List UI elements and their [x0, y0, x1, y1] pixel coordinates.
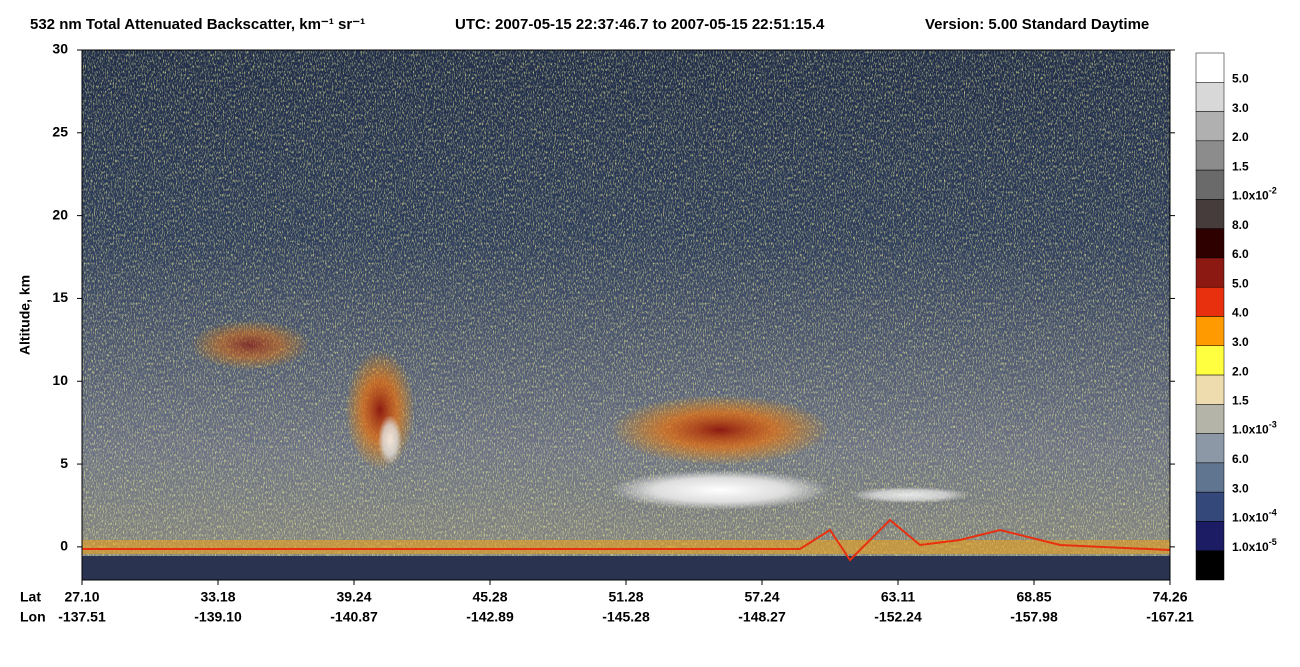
lat-label: 57.24	[744, 589, 779, 605]
lon-label: -142.89	[466, 609, 514, 625]
colorbar-swatch	[1195, 374, 1225, 405]
y-tick-label: 25	[52, 124, 68, 140]
lat-label: 45.28	[472, 589, 507, 605]
colorbar-swatch	[1195, 199, 1225, 229]
colorbar-exponent: -2	[1269, 186, 1277, 196]
lat-label: 33.18	[200, 589, 235, 605]
colorbar-label: 2.0	[1232, 130, 1249, 144]
colorbar-label: 3.0	[1232, 335, 1249, 349]
colorbar-label: 1.0x10-2	[1232, 186, 1277, 203]
y-tick-label: 5	[60, 455, 68, 471]
time-range: UTC: 2007-05-15 22:37:46.7 to 2007-05-15…	[455, 16, 825, 33]
colorbar-label: 5.0	[1232, 276, 1249, 290]
colorbar-swatch	[1195, 228, 1225, 259]
colorbar-mantissa: 1.0x10	[1232, 189, 1269, 203]
colorbar-label: 1.0x10-4	[1232, 508, 1277, 525]
colorbar-swatch	[1195, 404, 1225, 434]
colorbar-swatch	[1195, 169, 1225, 200]
lat-label: 68.85	[1016, 589, 1051, 605]
colorbar-swatch	[1195, 286, 1225, 317]
colorbar-mantissa: 1.0x10	[1232, 423, 1269, 437]
version: Version: 5.00 Standard Daytime	[925, 16, 1149, 33]
y-tick-label: 15	[52, 289, 68, 305]
colorbar-label: 1.5	[1232, 394, 1249, 408]
colorbar-swatch	[1195, 345, 1225, 376]
colorbar-swatch	[1195, 462, 1225, 493]
colorbar-swatch	[1195, 111, 1225, 142]
y-axis-label: Altitude, km	[17, 275, 33, 355]
colorbar-label: 6.0	[1232, 247, 1249, 261]
lon-label: -152.24	[874, 609, 922, 625]
lon-label: -148.27	[738, 609, 786, 625]
colorbar-swatch	[1195, 52, 1225, 83]
lon-label: -167.21	[1146, 609, 1194, 625]
curtain-image	[82, 50, 1170, 580]
colorbar-label: 1.0x10-3	[1232, 420, 1277, 437]
lon-label: -140.87	[330, 609, 378, 625]
lat-label: 74.26	[1152, 589, 1187, 605]
colorbar-label: 4.0	[1232, 306, 1249, 320]
colorbar-swatch	[1195, 433, 1225, 464]
colorbar-label: 3.0	[1232, 481, 1249, 495]
colorbar-label: 1.5	[1232, 159, 1249, 173]
row-label: Lat	[20, 589, 41, 605]
colorbar-label: 5.0	[1232, 72, 1249, 86]
colorbar-swatch	[1195, 491, 1225, 522]
lat-label: 27.10	[64, 589, 99, 605]
colorbar-swatch	[1195, 140, 1225, 171]
row-label: Lon	[20, 609, 46, 625]
colorbar-exponent: -4	[1269, 508, 1277, 518]
colorbar-swatch	[1195, 550, 1225, 581]
colorbar-swatch	[1195, 521, 1225, 551]
colorbar-label: 6.0	[1232, 452, 1249, 466]
lat-label: 63.11	[881, 589, 915, 605]
colorbar-mantissa: 1.0x10	[1232, 511, 1269, 525]
colorbar-swatch	[1195, 316, 1225, 347]
colorbar-label: 2.0	[1232, 364, 1249, 378]
lon-label: -145.28	[602, 609, 650, 625]
lat-label: 51.28	[608, 589, 643, 605]
y-tick-label: 10	[52, 372, 68, 388]
y-tick-label: 0	[60, 538, 68, 554]
colorbar-swatch	[1195, 82, 1225, 112]
lon-label: -137.51	[58, 609, 106, 625]
colorbar-label: 8.0	[1232, 218, 1249, 232]
colorbar-mantissa: 1.0x10	[1232, 540, 1269, 554]
lon-label: -139.10	[194, 609, 242, 625]
colorbar-label: 3.0	[1232, 101, 1249, 115]
colorbar-label: 1.0x10-5	[1232, 537, 1277, 554]
lon-label: -157.98	[1010, 609, 1058, 625]
colorbar-exponent: -3	[1269, 420, 1277, 430]
y-tick-label: 30	[52, 41, 68, 57]
colorbar-exponent: -5	[1269, 537, 1277, 547]
lat-label: 39.24	[336, 589, 371, 605]
chart-title: 532 nm Total Attenuated Backscatter, km⁻…	[30, 16, 365, 33]
colorbar-swatch	[1195, 257, 1225, 288]
y-tick-label: 20	[52, 206, 68, 222]
